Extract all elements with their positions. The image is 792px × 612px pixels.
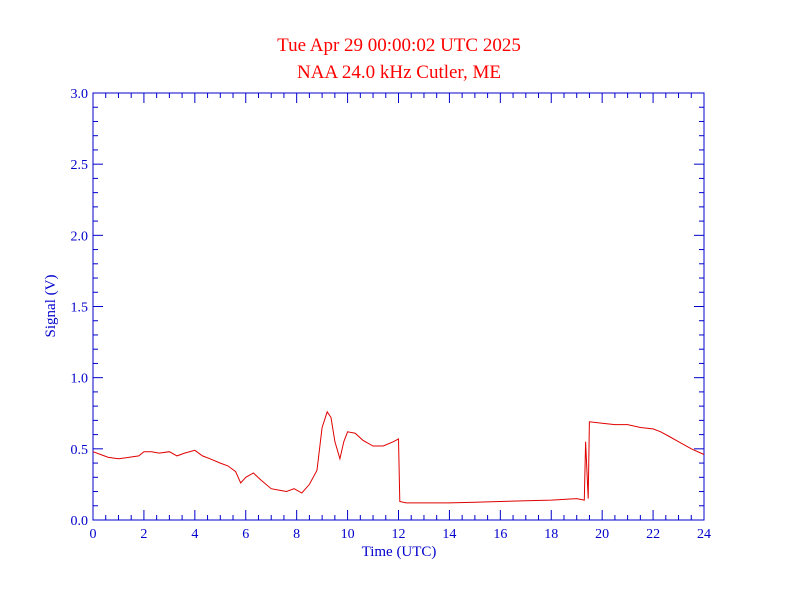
y-tick-label: 1.5 [71, 301, 89, 316]
y-tick-label: 1.0 [71, 372, 89, 387]
x-axis-ticks [92, 93, 705, 520]
chart-subtitle: NAA 24.0 kHz Cutler, ME [297, 62, 501, 83]
x-tick-label: 16 [493, 527, 507, 542]
chart-title: Tue Apr 29 00:00:02 UTC 2025 [277, 35, 521, 56]
y-axis-tick-labels: 0.0 0.5 1.0 1.5 2.0 2.5 3.0 [71, 87, 89, 529]
y-tick-label: 2.5 [71, 158, 89, 173]
y-axis-ticks [93, 92, 704, 521]
x-tick-label: 4 [191, 527, 198, 542]
x-axis-tick-labels: 0 2 4 6 8 10 12 14 16 18 20 22 24 [90, 527, 712, 542]
x-tick-label: 24 [697, 527, 711, 542]
x-tick-label: 22 [646, 527, 660, 542]
x-tick-label: 20 [595, 527, 609, 542]
x-tick-label: 2 [140, 527, 147, 542]
x-axis-label: Time (UTC) [362, 544, 437, 560]
x-tick-label: 12 [392, 527, 406, 542]
y-tick-label: 0.5 [71, 443, 89, 458]
y-tick-label: 2.0 [71, 229, 89, 244]
y-tick-label: 3.0 [71, 87, 89, 102]
x-tick-label: 18 [544, 527, 558, 542]
x-tick-label: 0 [90, 527, 97, 542]
x-tick-label: 10 [341, 527, 355, 542]
x-tick-label: 8 [293, 527, 300, 542]
signal-series-line [92, 410, 705, 504]
y-axis-label: Signal (V) [43, 275, 59, 338]
x-tick-label: 14 [442, 527, 456, 542]
y-tick-label: 0.0 [71, 514, 89, 529]
series-group [92, 410, 705, 504]
x-tick-label: 6 [242, 527, 249, 542]
